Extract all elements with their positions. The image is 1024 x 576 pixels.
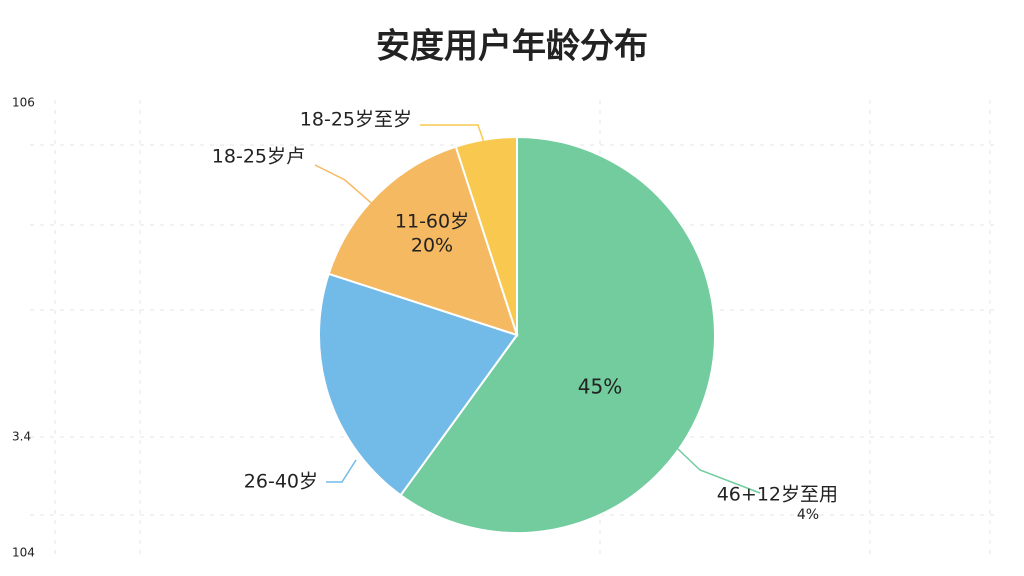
pie-slice	[318, 272, 519, 497]
annotation: 4%	[797, 507, 819, 523]
leader-line	[314, 164, 386, 216]
chart-title: 安度用户年龄分布	[376, 27, 648, 67]
leader-line	[659, 431, 761, 494]
annotation: 11-60岁	[395, 211, 469, 233]
annotation: 45%	[578, 375, 622, 399]
pie-slice	[454, 135, 518, 336]
pie-slice	[399, 135, 716, 534]
side-label: 104	[12, 546, 35, 560]
background-grid	[30, 100, 1000, 560]
slice-label: 18-25岁至岁	[300, 109, 412, 131]
pie-slice	[327, 145, 519, 337]
leader-line	[326, 459, 357, 483]
leader-line	[420, 124, 491, 161]
side-label: 106	[12, 96, 35, 110]
side-label: 3.4	[12, 430, 31, 444]
slice-label: 46+12岁至用	[717, 484, 838, 506]
slice-label: 26-40岁	[244, 471, 318, 493]
annotation: 20%	[411, 235, 453, 257]
slice-label: 18-25岁卢	[212, 146, 305, 168]
